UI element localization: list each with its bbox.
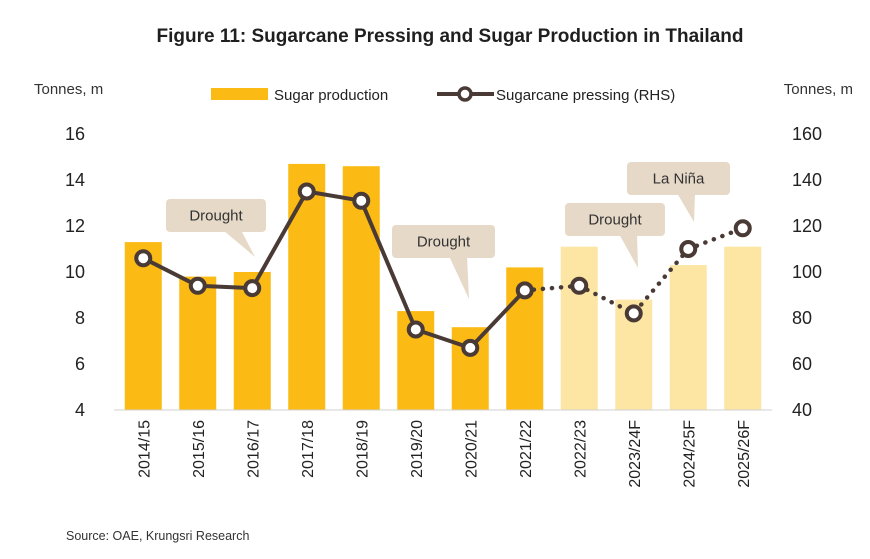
point-sugarcane-pressing-2021-22 (515, 281, 534, 300)
line-series (134, 182, 752, 357)
x-tick-label: 2025/26F (736, 420, 753, 488)
callout-box (627, 162, 730, 195)
x-tick-label: 2017/18 (300, 420, 317, 478)
y-left-tick-label: 14 (65, 170, 85, 190)
y-left-tick-label: 12 (65, 216, 85, 236)
callout-lania-3: La Niña (627, 162, 730, 222)
x-tick-label: 2019/20 (409, 420, 426, 478)
bar-sugar-production-2025-26f (724, 246, 762, 410)
x-labels: 2014/15 2015/16 2016/17 2017/18 2018/19 2019/… (136, 420, 753, 488)
callout-box (166, 199, 266, 232)
point-sugarcane-pressing-2020-21 (461, 338, 480, 357)
callout-pointer (619, 234, 638, 268)
y-right-tick-label: 120 (792, 216, 822, 236)
callout-label: La Niña (653, 171, 705, 188)
x-tick-label: 2020/21 (463, 420, 480, 478)
bar-sugar-production-2014-15 (124, 242, 162, 410)
y-right-tick-label: 140 (792, 170, 822, 190)
y-left-tick-label: 10 (65, 262, 85, 282)
y-right-ticks: 40 60 80 100 120 140 160 (792, 124, 822, 420)
x-tick-label: 2021/22 (518, 420, 535, 478)
y-left-tick-label: 4 (75, 400, 85, 420)
legend: Sugar production Sugarcane pressing (RHS… (211, 86, 675, 104)
y-left-tick-label: 6 (75, 354, 85, 374)
callouts: Drought Drought Drought La Niña (166, 162, 730, 299)
x-tick-label: 2014/15 (136, 420, 153, 478)
point-sugarcane-pressing-2019-20 (406, 320, 425, 339)
callout-box (392, 225, 495, 258)
y-right-tick-label: 60 (792, 354, 812, 374)
callout-pointer (677, 193, 695, 222)
bar-sugar-production-2015-16 (179, 276, 217, 410)
bars (124, 163, 762, 410)
bar-sugar-production-2024-25f (669, 265, 707, 410)
source-note: Source: OAE, Krungsri Research (66, 529, 249, 543)
y-left-tick-label: 16 (65, 124, 85, 144)
x-tick-label: 2018/19 (354, 420, 371, 478)
legend-swatch-sugar-production (211, 88, 268, 100)
callout-drought-2: Drought (565, 203, 665, 268)
chart-title: Figure 11: Sugarcane Pressing and Sugar … (156, 26, 743, 47)
point-sugarcane-pressing-2023-24f (624, 304, 643, 323)
point-sugarcane-pressing-2014-15 (134, 249, 153, 268)
point-sugarcane-pressing-2025-26f (733, 219, 752, 238)
point-sugarcane-pressing-2024-25f (679, 240, 698, 258)
point-sugarcane-pressing-2022-23 (570, 276, 589, 295)
y-left-unit: Tonnes, m (34, 81, 103, 98)
y-right-tick-label: 100 (792, 262, 822, 282)
line-sugarcane-pressing-forecast (522, 226, 745, 317)
callout-label: Drought (417, 234, 471, 251)
callout-drought-1: Drought (392, 225, 495, 299)
x-tick-label: 2023/24F (627, 420, 644, 488)
point-sugarcane-pressing-2018-19 (352, 191, 371, 210)
x-tick-label: 2016/17 (245, 420, 262, 478)
callout-pointer (223, 230, 255, 257)
callout-box (565, 203, 665, 236)
legend-label-sugarcane-pressing: Sugarcane pressing (RHS) (496, 87, 675, 104)
callout-pointer (449, 256, 469, 299)
bar-sugar-production-2022-23 (560, 246, 598, 410)
callout-drought-0: Drought (166, 199, 266, 257)
x-tick-label: 2022/23 (572, 420, 589, 478)
y-right-unit: Tonnes, m (784, 81, 853, 98)
bar-sugar-production-2017-18 (288, 163, 326, 410)
callout-label: Drought (189, 208, 243, 225)
callout-label: Drought (588, 212, 642, 229)
y-right-tick-label: 40 (792, 400, 812, 420)
x-tick-label: 2015/16 (191, 420, 208, 478)
legend-label-sugar-production: Sugar production (274, 87, 388, 104)
y-right-tick-label: 80 (792, 308, 812, 328)
x-tick-label: 2024/25F (681, 420, 698, 488)
y-right-tick-label: 160 (792, 124, 822, 144)
y-left-tick-label: 8 (75, 308, 85, 328)
legend-marker-sugarcane-pressing (457, 86, 473, 102)
line-sugarcane-pressing-actual (142, 189, 527, 350)
point-sugarcane-pressing-2016-17 (243, 279, 262, 298)
point-sugarcane-pressing-2017-18 (297, 182, 316, 201)
point-sugarcane-pressing-2015-16 (188, 276, 207, 295)
y-left-ticks: 4 6 8 10 12 14 16 (65, 124, 85, 420)
